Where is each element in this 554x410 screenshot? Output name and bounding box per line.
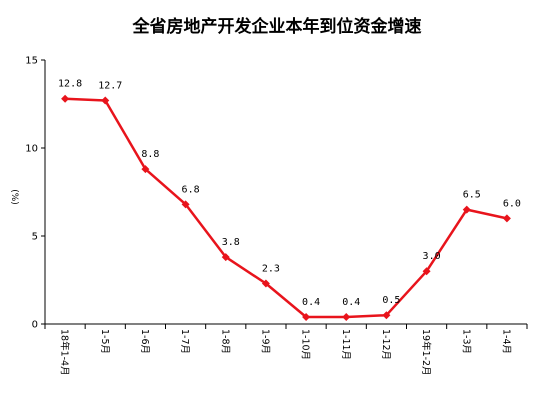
- data-point: [141, 165, 150, 174]
- y-tick-label: 15: [25, 56, 38, 67]
- x-tick-label: 1-12月: [380, 329, 391, 360]
- series-line-group: [61, 94, 511, 321]
- data-point: [342, 312, 351, 321]
- x-tick-label: 1-8月: [219, 329, 230, 354]
- data-label: 8.8: [141, 149, 159, 160]
- data-label: 12.8: [58, 79, 82, 90]
- series-line: [65, 97, 508, 319]
- data-point: [101, 96, 110, 105]
- data-label: 0.4: [302, 297, 320, 308]
- y-axis-label: (%): [9, 189, 19, 205]
- data-point: [302, 312, 311, 321]
- chart-title: 全省房地产开发企业本年到位资金增速: [132, 17, 422, 37]
- data-point: [221, 253, 230, 262]
- x-tick-label: 1-11月: [340, 329, 351, 360]
- x-tick-label: 1-6月: [139, 329, 150, 354]
- data-label: 6.8: [182, 184, 200, 195]
- data-point: [382, 311, 391, 320]
- y-tick-label: 10: [25, 144, 38, 155]
- y-tick-label: 0: [32, 320, 38, 331]
- x-tick-label: 1-3月: [460, 329, 471, 354]
- axes: 0 5 10 15 (%) 18年1-4月 1-5月 1-6月 1-7月 1-8月 1-9月 1-10…: [9, 56, 528, 376]
- x-tick-label: 1-9月: [259, 329, 270, 354]
- data-point: [462, 205, 471, 214]
- data-label: 3.0: [423, 251, 441, 262]
- data-point: [502, 214, 511, 223]
- data-labels: 12.8 12.7 8.8 6.8 3.8 2.3 0.4 0.4 0.5 3.0 6.5 6.0: [58, 79, 521, 308]
- x-tick-label: 19年1-2月: [420, 329, 432, 376]
- data-label: 3.8: [222, 237, 240, 248]
- data-point: [61, 94, 70, 103]
- x-tick-label: 1-7月: [179, 329, 190, 354]
- data-label: 0.5: [382, 295, 400, 306]
- x-tick-label: 18年1-4月: [59, 329, 71, 376]
- data-label: 6.0: [503, 198, 521, 209]
- data-point: [422, 267, 431, 276]
- x-tick-label: 1-5月: [99, 329, 110, 354]
- data-point: [261, 279, 270, 288]
- data-label: 2.3: [262, 264, 280, 275]
- data-label: 12.7: [98, 80, 122, 91]
- x-tick-label: 1-10月: [300, 329, 311, 360]
- data-label: 0.4: [342, 297, 360, 308]
- x-tick-label: 1-4月: [500, 329, 511, 354]
- data-label: 6.5: [463, 190, 481, 201]
- y-tick-label: 5: [32, 232, 38, 243]
- data-point: [181, 200, 190, 209]
